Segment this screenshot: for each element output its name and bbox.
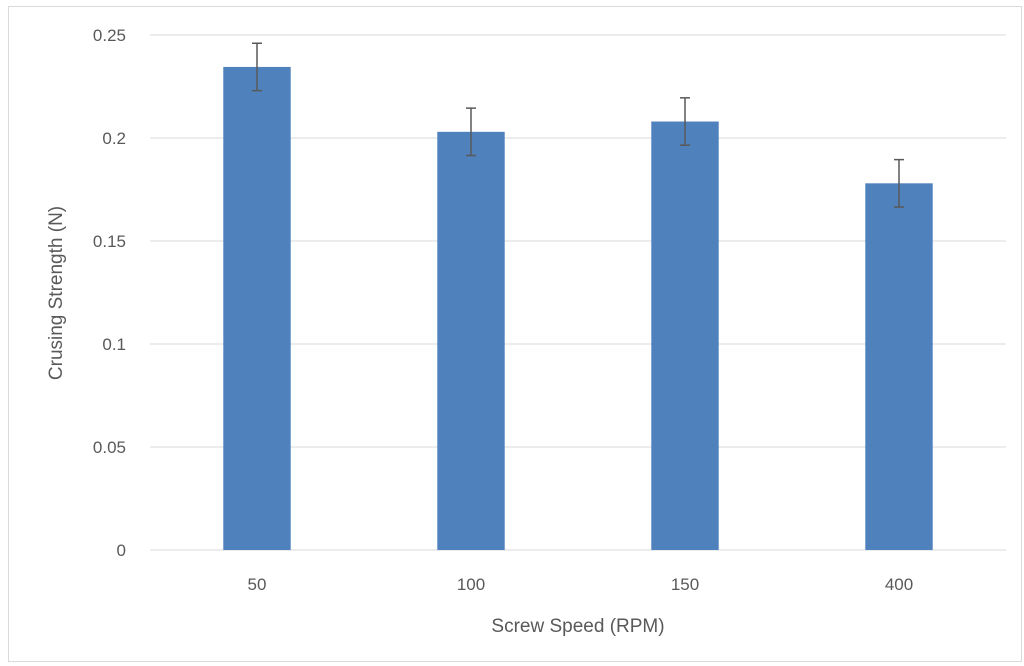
bar bbox=[651, 121, 719, 551]
y-tick-label: 0 bbox=[117, 541, 126, 560]
chart-area bbox=[8, 6, 1022, 662]
y-tick-label: 0.2 bbox=[102, 129, 126, 148]
error-bar bbox=[680, 97, 690, 146]
y-tick-label: 0.1 bbox=[102, 335, 126, 354]
x-tick-label: 50 bbox=[248, 575, 267, 594]
error-bar bbox=[466, 107, 476, 157]
error-bar bbox=[252, 42, 262, 92]
error-bar bbox=[894, 158, 904, 208]
y-tick-label: 0.15 bbox=[93, 232, 126, 251]
x-tick-label: 150 bbox=[671, 575, 699, 594]
y-tick-label: 0.05 bbox=[93, 438, 126, 457]
bar bbox=[437, 131, 505, 550]
x-tick-label: 400 bbox=[885, 575, 913, 594]
bar bbox=[865, 183, 933, 550]
y-tick-label: 0.25 bbox=[93, 26, 126, 45]
bars bbox=[223, 66, 933, 551]
y-tick-labels: 0 0.05 0.1 0.15 0.2 0.25 bbox=[93, 26, 126, 560]
x-tick-label: 100 bbox=[457, 575, 485, 594]
y-axis-title: Crusing Strength (N) bbox=[46, 206, 67, 380]
error-bars bbox=[252, 42, 904, 208]
x-axis-title: Screw Speed (RPM) bbox=[491, 616, 664, 637]
bar bbox=[223, 66, 291, 551]
gridlines bbox=[150, 34, 1006, 551]
x-tick-labels: 50 100 150 400 bbox=[248, 575, 914, 594]
